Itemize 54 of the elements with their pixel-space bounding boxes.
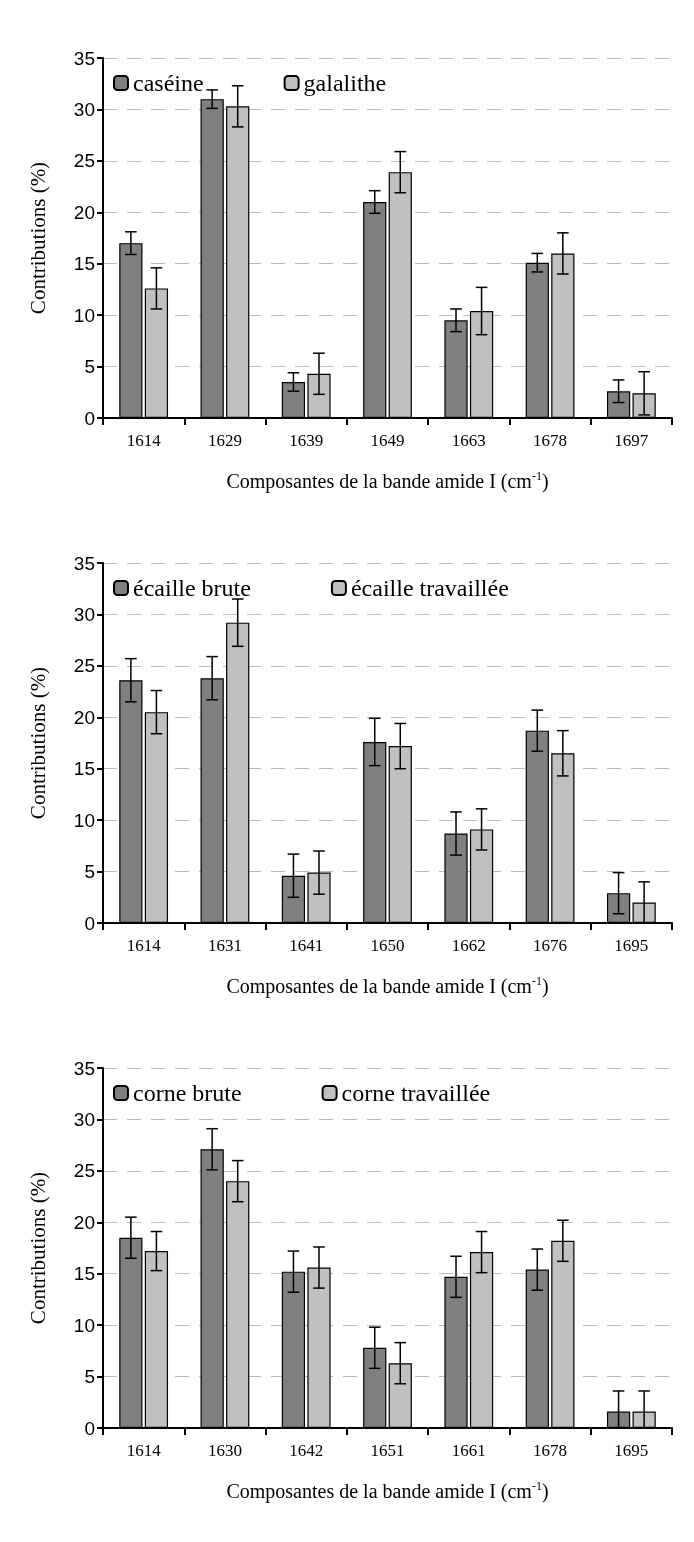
y-tick-label: 10 bbox=[73, 1314, 95, 1336]
y-tick-label: 30 bbox=[73, 603, 95, 625]
x-tick-label: 1650 bbox=[370, 936, 405, 955]
y-axis-title: Contributions (%) bbox=[25, 666, 50, 820]
x-tick-label: 1695 bbox=[614, 1441, 649, 1460]
y-tick-label: 35 bbox=[73, 47, 95, 69]
y-tick-label: 0 bbox=[84, 407, 95, 429]
y-axis-title: Contributions (%) bbox=[25, 161, 50, 315]
y-tick-label: 0 bbox=[84, 912, 95, 934]
x-tick-label: 1641 bbox=[289, 936, 324, 955]
y-tick-label: 20 bbox=[73, 1211, 95, 1233]
y-tick-label: 15 bbox=[73, 1263, 95, 1285]
y-tick-label: 0 bbox=[84, 1417, 95, 1439]
legend-label: caséine bbox=[133, 70, 204, 96]
x-tick-label: 1614 bbox=[126, 936, 162, 955]
y-axis-title: Contributions (%) bbox=[25, 1171, 50, 1325]
y-tick-label: 5 bbox=[84, 861, 95, 883]
x-tick-label: 1695 bbox=[614, 936, 649, 955]
x-tick-label: 1614 bbox=[126, 1441, 162, 1460]
y-tick-label: 10 bbox=[73, 304, 95, 326]
legend-label: écaille travaillée bbox=[350, 575, 509, 601]
x-tick-label: 1642 bbox=[289, 1441, 324, 1460]
y-tick-label: 25 bbox=[73, 1160, 95, 1182]
x-tick-label: 1661 bbox=[451, 1441, 486, 1460]
legend-label: écaille brute bbox=[133, 575, 251, 601]
x-tick-label: 1631 bbox=[207, 936, 242, 955]
legend-label: corne travaillée bbox=[341, 1080, 491, 1106]
x-tick-label: 1614 bbox=[126, 431, 162, 450]
x-tick-label: 1662 bbox=[451, 936, 486, 955]
y-tick-label: 15 bbox=[73, 253, 95, 275]
y-tick-label: 35 bbox=[73, 552, 95, 574]
x-tick-label: 1697 bbox=[614, 431, 649, 450]
y-tick-label: 5 bbox=[84, 356, 95, 378]
x-tick-label: 1630 bbox=[207, 1441, 242, 1460]
y-tick-label: 30 bbox=[73, 98, 95, 120]
x-tick-label: 1678 bbox=[533, 1441, 568, 1460]
y-tick-label: 10 bbox=[73, 809, 95, 831]
x-tick-label: 1676 bbox=[533, 936, 568, 955]
y-tick-label: 20 bbox=[73, 201, 95, 223]
x-tick-label: 1649 bbox=[370, 431, 405, 450]
y-tick-label: 25 bbox=[73, 150, 95, 172]
y-tick-label: 20 bbox=[73, 706, 95, 728]
x-tick-label: 1663 bbox=[451, 431, 486, 450]
y-tick-label: 5 bbox=[84, 1366, 95, 1388]
y-tick-label: 25 bbox=[73, 655, 95, 677]
y-tick-label: 30 bbox=[73, 1108, 95, 1130]
legend-label: corne brute bbox=[133, 1080, 242, 1106]
x-tick-label: 1651 bbox=[370, 1441, 405, 1460]
legend-label: galalithe bbox=[303, 70, 387, 96]
x-tick-label: 1639 bbox=[289, 431, 324, 450]
y-tick-label: 15 bbox=[73, 758, 95, 780]
y-tick-label: 35 bbox=[73, 1057, 95, 1079]
x-tick-label: 1629 bbox=[207, 431, 242, 450]
x-tick-label: 1678 bbox=[533, 431, 568, 450]
